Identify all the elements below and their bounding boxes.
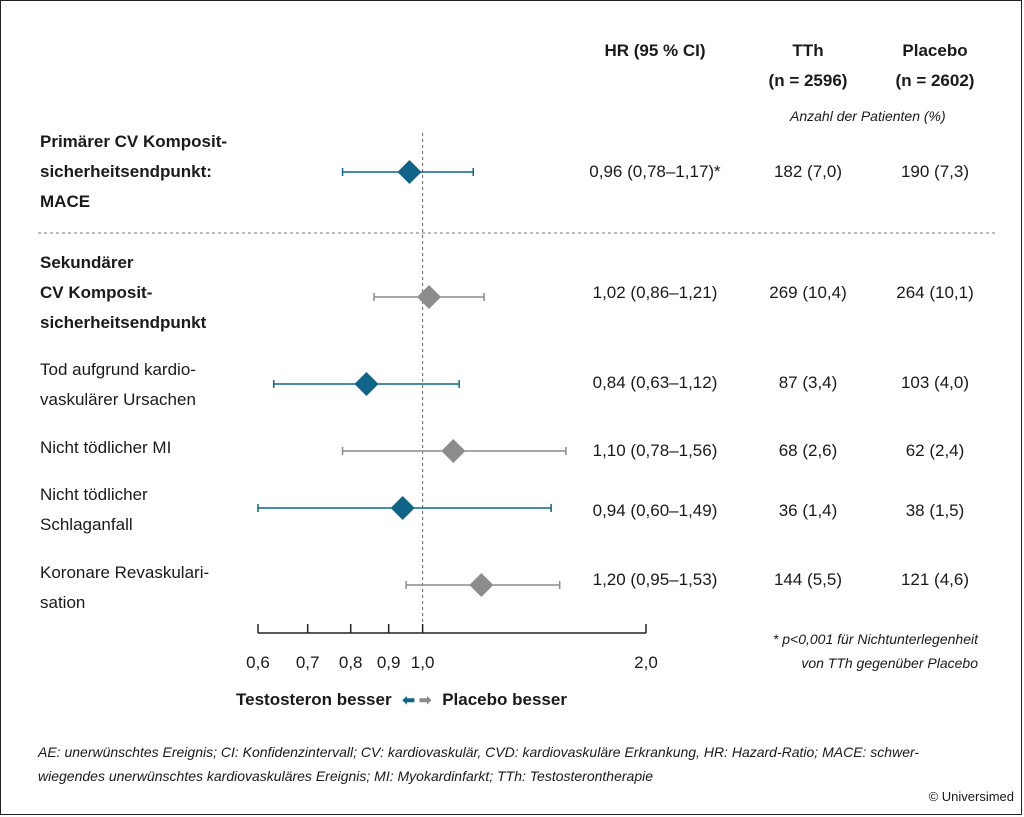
abbreviations-footer: AE: unerwünschtes Ereignis; CI: Konfiden… bbox=[38, 744, 920, 784]
header-subheader: Anzahl der Patienten (%) bbox=[790, 108, 946, 124]
header-placebo-n: (n = 2602) bbox=[895, 71, 975, 90]
copyright-notice: © Universimed bbox=[928, 789, 1014, 804]
row-tth-count: 87 (3,4) bbox=[778, 373, 838, 392]
x-axis-tick-label: 0,6 bbox=[246, 653, 270, 672]
row-label-cv-death: Tod aufgrund kardio- vaskulärer Ursachen bbox=[40, 360, 196, 409]
x-axis-tick-label: 1,0 bbox=[411, 653, 435, 672]
row-placebo-count: 264 (10,1) bbox=[896, 283, 974, 302]
hr-point-diamond bbox=[469, 573, 494, 597]
hr-point-diamond bbox=[417, 285, 442, 309]
row-placebo-count: 62 (2,4) bbox=[905, 441, 965, 460]
hr-point-diamond bbox=[390, 496, 415, 520]
hr-point-diamond bbox=[441, 439, 466, 463]
x-axis-tick-label: 2,0 bbox=[634, 653, 658, 672]
row-tth-count: 144 (5,5) bbox=[773, 570, 843, 589]
row-hr-text: 1,20 (0,95–1,53) bbox=[592, 570, 718, 589]
row-tth-count: 68 (2,6) bbox=[778, 441, 838, 460]
header-hr: HR (95 % CI) bbox=[604, 41, 706, 60]
hr-point-diamond bbox=[354, 372, 379, 396]
direction-legend: Testosteron besser ⬅ ➡ Placebo besser bbox=[236, 686, 567, 715]
header-tth-n: (n = 2596) bbox=[768, 71, 848, 90]
row-label-secondary-composite: Sekundärer CV Komposit- sicherheitsendpu… bbox=[40, 253, 207, 332]
right-arrow-icon: ➡ bbox=[418, 692, 432, 709]
row-hr-text: 0,96 (0,78–1,17)* bbox=[589, 162, 721, 181]
hr-point-diamond bbox=[397, 160, 422, 184]
row-tth-count: 182 (7,0) bbox=[773, 162, 843, 181]
x-axis-tick-label: 0,8 bbox=[339, 653, 363, 672]
x-axis-tick-label: 0,7 bbox=[296, 653, 320, 672]
row-hr-text: 1,02 (0,86–1,21) bbox=[592, 283, 718, 302]
row-label-nonfatal-mi: Nicht tödlicher MI bbox=[40, 438, 172, 457]
left-arrow-icon: ⬅ bbox=[402, 692, 415, 709]
row-label-nonfatal-stroke: Nicht tödlicher Schlaganfall bbox=[40, 485, 148, 534]
row-hr-text: 0,94 (0,60–1,49) bbox=[592, 501, 718, 520]
header-placebo: Placebo bbox=[902, 41, 968, 60]
row-hr-text: 0,84 (0,63–1,12) bbox=[592, 373, 718, 392]
row-placebo-count: 121 (4,6) bbox=[900, 570, 970, 589]
legend-left-label: Testosteron besser bbox=[236, 690, 392, 709]
row-placebo-count: 103 (4,0) bbox=[900, 373, 970, 392]
row-tth-count: 36 (1,4) bbox=[778, 501, 838, 520]
legend-right-label: Placebo besser bbox=[442, 690, 567, 709]
row-hr-text: 1,10 (0,78–1,56) bbox=[592, 441, 718, 460]
significance-footnote: * p<0,001 für Nichtunterlegenheit von TT… bbox=[772, 631, 978, 671]
x-axis-tick-label: 0,9 bbox=[377, 653, 401, 672]
row-tth-count: 269 (10,4) bbox=[769, 283, 847, 302]
row-placebo-count: 38 (1,5) bbox=[905, 501, 965, 520]
row-placebo-count: 190 (7,3) bbox=[900, 162, 970, 181]
row-label-primary-mace: Primärer CV Komposit- sicherheitsendpunk… bbox=[40, 132, 228, 211]
header-tth: TTh bbox=[792, 41, 824, 60]
row-label-revascularization: Koronare Revaskulari- sation bbox=[40, 563, 210, 612]
